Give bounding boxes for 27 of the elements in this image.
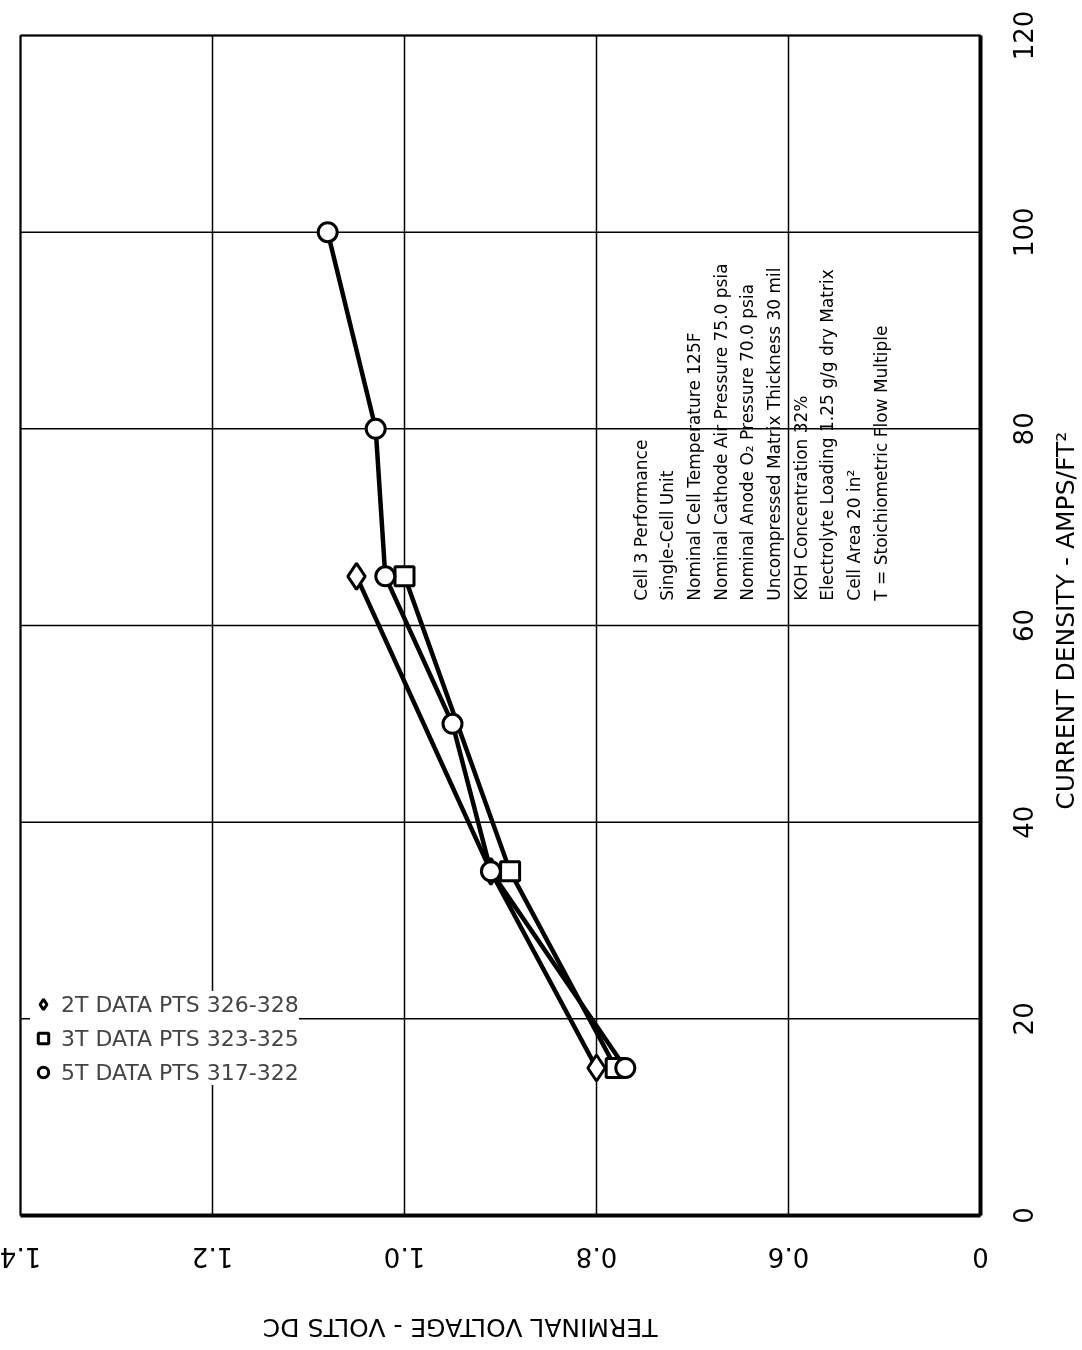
annotation: Nominal Cathode Air Pressure 75.0 psia bbox=[710, 263, 731, 601]
y-tick-label: 120 bbox=[1008, 10, 1039, 61]
annotation: Nominal Cell Temperature 125F bbox=[683, 332, 704, 601]
x-tick-label: 1.4 bbox=[0, 1241, 42, 1272]
legend-label: 2T DATA PTS 326-328 bbox=[61, 991, 299, 1017]
annotation: Electrolyte Loading 1.25 g/g dry Matrix bbox=[817, 269, 838, 601]
y-tick-label: 20 bbox=[1008, 1002, 1039, 1036]
x-tick-label: 0 bbox=[972, 1241, 989, 1272]
annotation: T = Stoichiometric Flow Multiple bbox=[870, 325, 891, 602]
x-tick-label: 1.2 bbox=[191, 1241, 234, 1272]
x-axis-title: TERMINAL VOLTAGE - VOLTS DC bbox=[262, 1313, 659, 1342]
x-tick-label: 1.0 bbox=[383, 1241, 426, 1272]
x-tick-label: 0.8 bbox=[575, 1241, 618, 1272]
x-tick-label: 0.6 bbox=[767, 1241, 810, 1272]
annotation: Nominal Anode O₂ Pressure 70.0 psia bbox=[737, 283, 758, 601]
legend-label: 5T DATA PTS 317-322 bbox=[61, 1059, 299, 1085]
legend-label: 3T DATA PTS 323-325 bbox=[61, 1025, 299, 1051]
y-tick-label: 80 bbox=[1008, 412, 1039, 446]
annotation: KOH Concentration 32% bbox=[790, 395, 811, 601]
y-axis-title: CURRENT DENSITY - AMPS/FT² bbox=[1051, 431, 1080, 810]
y-tick-label: 0 bbox=[1008, 1207, 1039, 1224]
annotation: Cell 3 Performance bbox=[630, 439, 651, 601]
y-tick-label: 60 bbox=[1008, 608, 1039, 643]
annotation: Single-Cell Unit bbox=[657, 470, 678, 601]
annotation: Cell Area 20 in² bbox=[844, 469, 865, 601]
y-tick-label: 40 bbox=[1008, 805, 1039, 839]
y-tick-label: 100 bbox=[1008, 207, 1039, 257]
